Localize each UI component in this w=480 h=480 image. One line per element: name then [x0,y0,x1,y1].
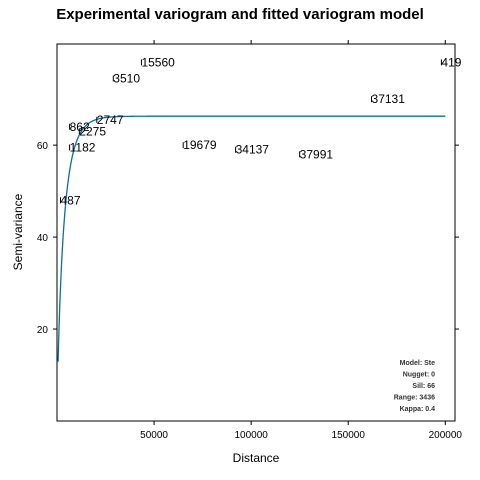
point-count-label: 2747 [97,113,124,127]
point-count-label: 15560 [141,55,175,69]
x-tick-label: 50000 [140,430,168,441]
y-tick-label: 20 [37,325,49,336]
point-count-label: 19679 [183,138,217,152]
point-count-label: 487 [60,193,80,207]
chart-title: Experimental variogram and fitted variog… [56,6,424,23]
y-tick-label: 40 [37,233,49,244]
x-axis: 50000 100000 150000 200000 [140,40,462,441]
point-count-label: 1182 [70,140,96,154]
fitted-model-curve [57,115,446,362]
point-count-label: 862 [70,120,90,134]
model-parameters-box: Model: Ste Nugget: 0 Sill: 66 Range: 3436 Ka… [394,360,435,413]
point-count-label: 37991 [300,147,334,161]
y-axis-label: Semi-variance [11,193,25,270]
plot-frame [56,43,456,422]
y-tick-label: 60 [37,141,49,152]
point-count-label: 34137 [236,143,270,157]
point-count-label: 419 [441,55,461,69]
model-parameter-text: Sill: 66 [412,383,435,390]
model-parameter-text: Range: 3436 [394,395,435,402]
point-count-label: 37131 [372,92,406,106]
model-parameter-text: Nugget: 0 [403,372,435,379]
y-axis: 20 40 60 [37,141,459,336]
x-axis-label: Distance [233,451,280,465]
x-tick-label: 200000 [429,430,463,441]
x-tick-label: 150000 [332,430,366,441]
x-tick-label: 100000 [234,430,268,441]
model-parameter-text: Kappa: 0.4 [400,406,436,413]
point-count-label: 2275 [79,124,106,138]
point-count-label: 3510 [113,71,140,85]
model-parameter-text: Model: Ste [400,360,435,367]
